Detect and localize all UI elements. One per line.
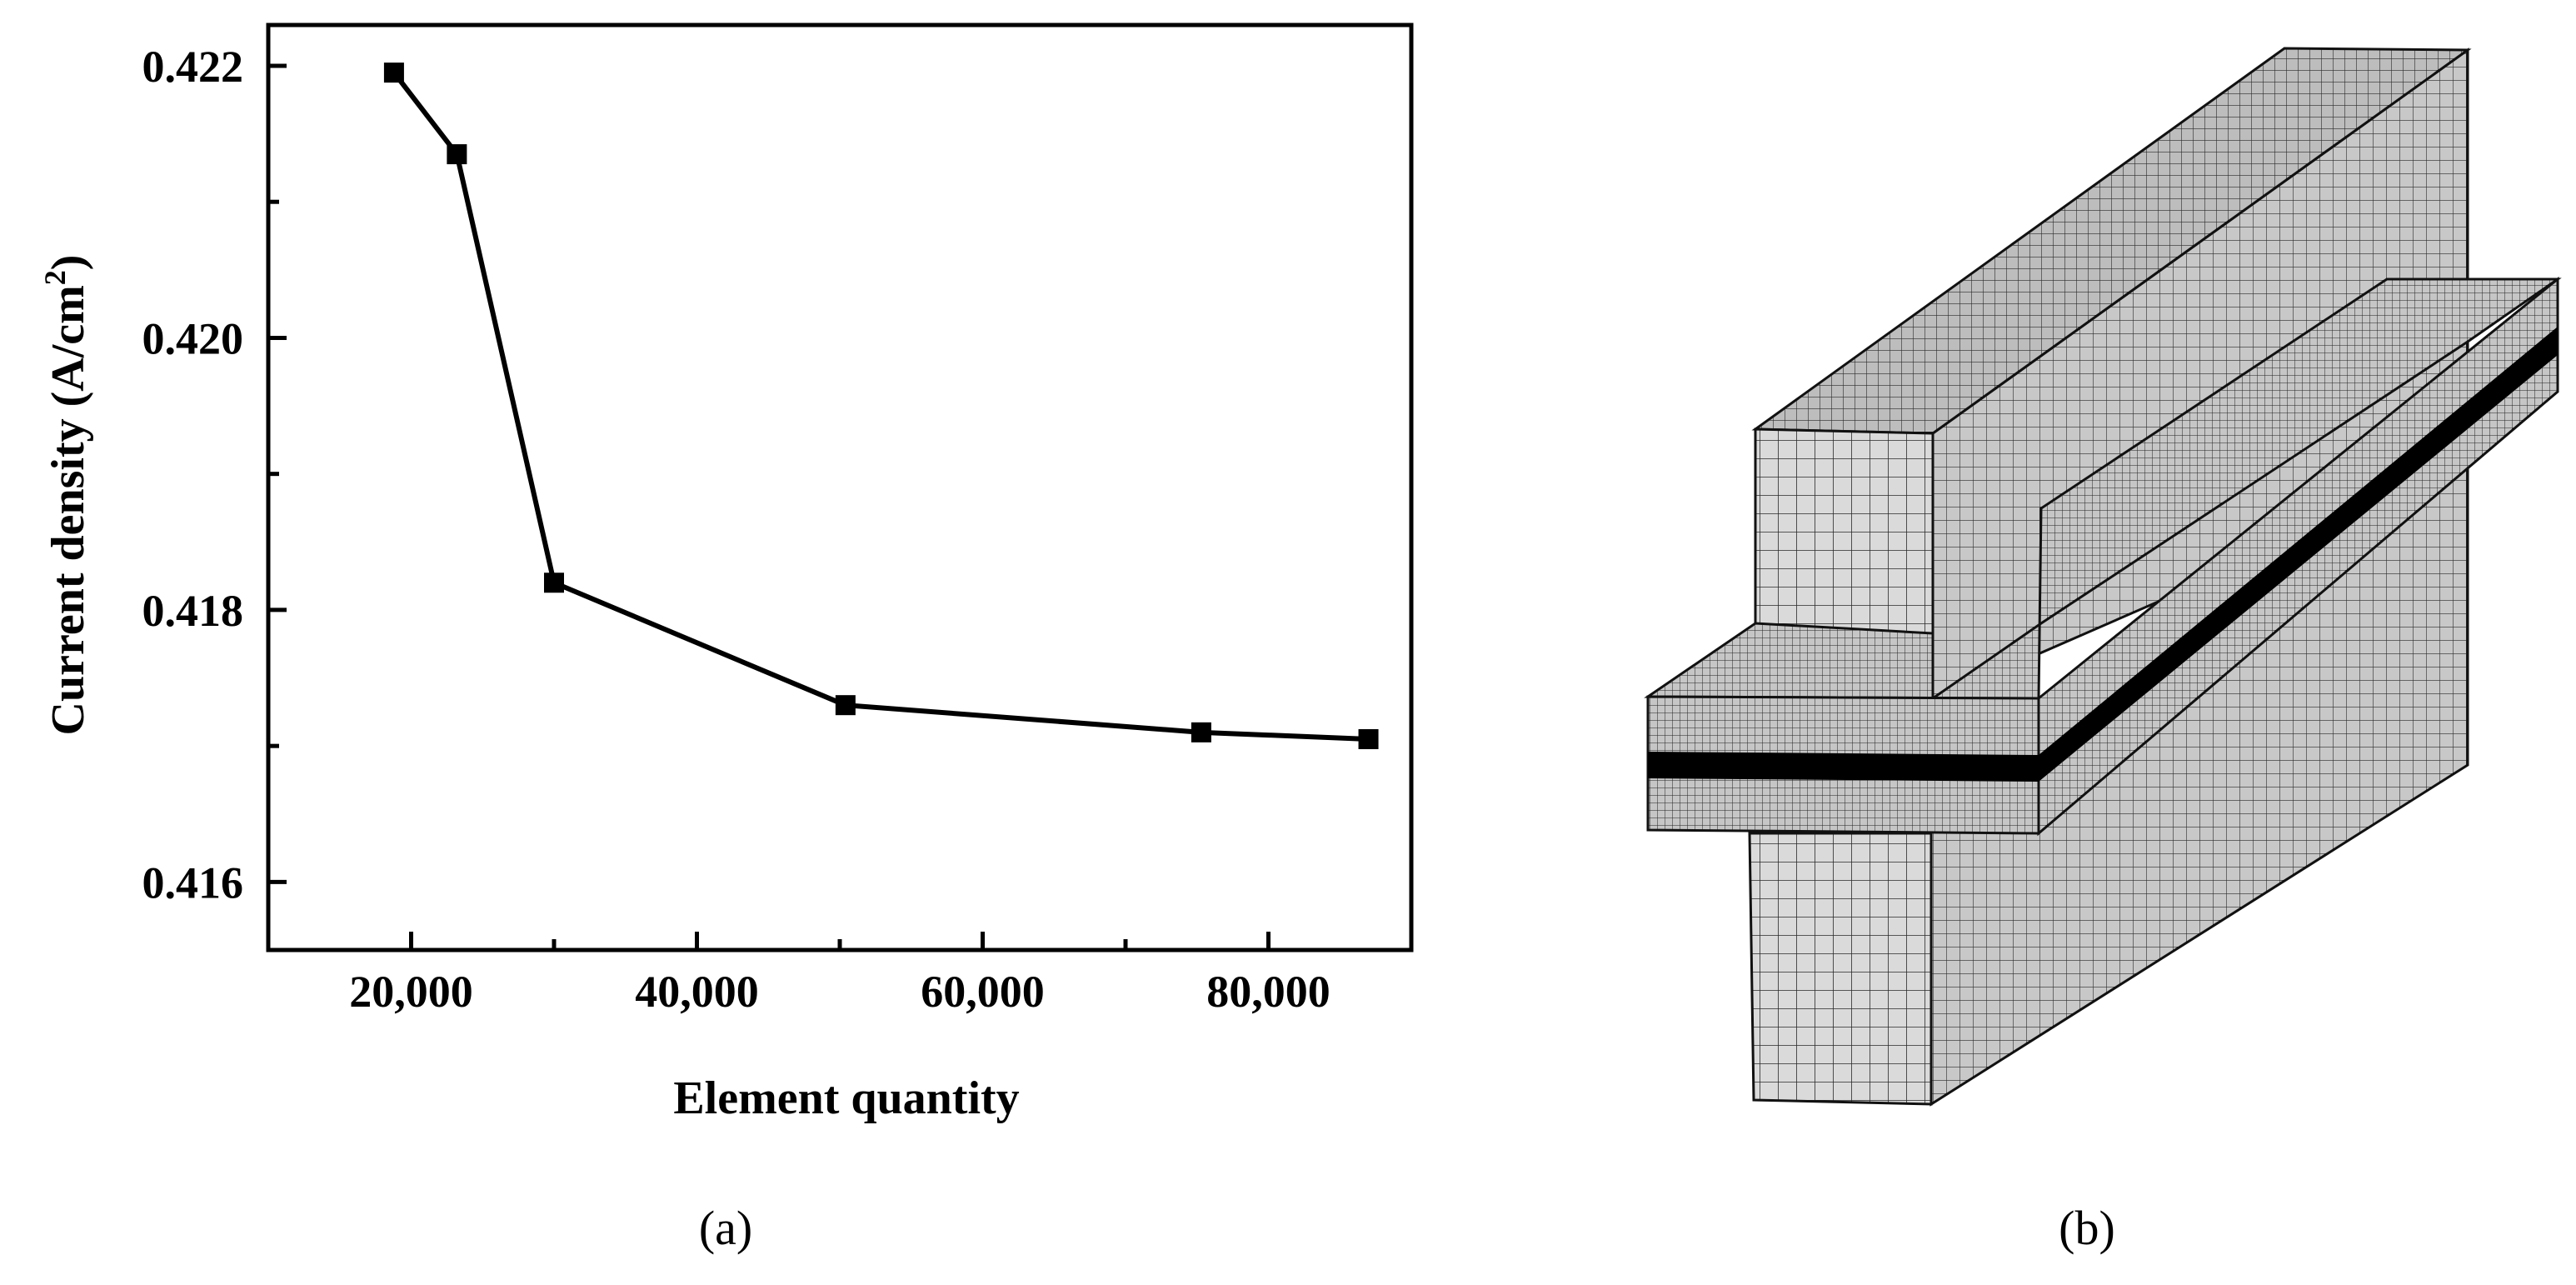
panel-label-b: (b) [2059,1201,2115,1255]
y-tick-label: 0.422 [142,42,244,92]
series-current-density [383,62,1379,749]
plot-frame [266,22,1414,952]
y-axis-title-superscript: 2 [38,270,72,285]
x-tick-label: 80,000 [1206,967,1330,1017]
tick-labels: 20,000 40,000 60,000 80,000 0.416 0.418 0.420 0… [142,42,1330,1017]
data-point-marker [447,144,467,165]
y-axis-title-close: ) [42,255,94,271]
data-point-marker [383,62,404,83]
x-tick-label: 20,000 [349,967,473,1017]
data-point-marker [835,695,856,716]
panel-label-a: (a) [699,1201,752,1255]
data-point-marker [1358,728,1379,749]
y-axis-title: Current density (A/cm2) [38,255,94,736]
svg-text:Current density (A/cm2): Current density (A/cm2) [38,255,94,736]
data-point-marker [1191,722,1211,742]
y-tick-label: 0.420 [142,313,244,363]
x-tick-label: 60,000 [921,967,1045,1017]
y-axis-title-main: Current density (A/cm [42,285,94,735]
current-density-chart: Current density (A/cm2) Element quantity… [38,22,1414,1124]
x-tick-label: 40,000 [635,967,759,1017]
finite-element-mesh-3d-icon [1644,47,2562,1107]
mesh-membrane-band-side [2039,327,2558,782]
x-axis-title: Element quantity [673,1072,1019,1124]
y-tick-label: 0.418 [142,586,244,636]
mesh-bar-front-lower [1748,832,1933,1106]
mesh-membrane-band-front [1648,752,2039,782]
mesh-plate-top [1644,278,2562,701]
y-tick-label: 0.416 [142,858,244,908]
axis-ticks [268,63,1271,950]
data-point-marker [544,572,564,593]
series-line [392,71,1369,742]
